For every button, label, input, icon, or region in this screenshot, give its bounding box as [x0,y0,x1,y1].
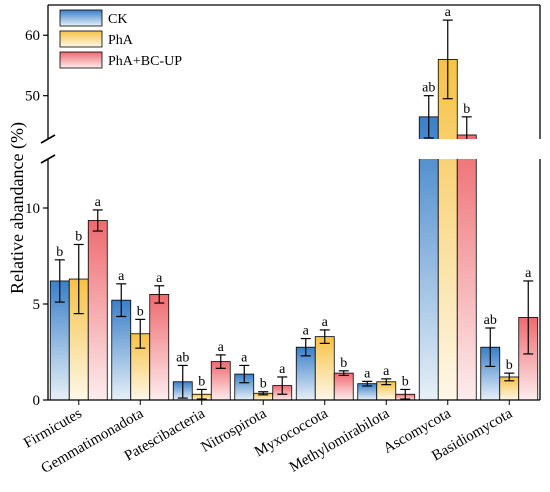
significance-letter: a [95,195,102,210]
y-tick-label: 60 [25,28,40,44]
significance-letter: b [75,229,82,244]
y-axis-label: Relative abandance (%) [7,122,28,294]
significance-letter: b [56,245,63,260]
significance-letter: b [340,356,347,371]
significance-letter: a [241,350,248,365]
significance-letter: a [218,340,225,355]
legend-swatch [59,9,103,27]
significance-letter: a [525,266,532,281]
bar [87,220,108,401]
legend-label: PhA [108,33,134,48]
bar [418,116,439,401]
y-tick-label: 0 [33,393,41,409]
significance-letter: b [463,102,470,117]
axis-break-mark [40,154,56,164]
significance-letter: a [156,271,163,286]
significance-letter: a [445,5,452,20]
category-label: Methylomirabilota [287,405,393,475]
legend-label: PhA+BC-UP [108,54,182,69]
y-tick-label: 10 [25,201,40,217]
y-tick-label: 5 [33,297,41,313]
significance-letter: a [279,362,286,377]
significance-letter: b [506,358,513,373]
bar [149,293,170,401]
bar [456,134,477,401]
significance-letter: b [198,374,205,389]
significance-letter: a [303,324,310,339]
significance-letter: a [383,364,390,379]
significance-letter: b [137,304,144,319]
axis-break-gap [49,139,539,159]
legend-swatch [59,51,103,69]
significance-letter: b [260,377,267,392]
plot-area: bbaFirmicutesabaGemmatimonadotaabbaPates… [21,4,541,477]
significance-letter: a [118,269,125,284]
significance-letter: ab [176,350,189,365]
significance-letter: a [364,366,371,381]
axis-break-mark [40,134,56,144]
y-tick-label: 50 [25,89,40,105]
significance-letter: ab [484,313,497,328]
legend-label: CK [108,12,127,27]
bar [333,372,354,401]
significance-letter: b [402,374,409,389]
significance-letter: ab [422,81,435,96]
bar [314,336,335,401]
significance-letter: a [322,315,329,330]
category-label: Gemmatimonadota [39,405,147,477]
bar [437,59,458,401]
legend-swatch [59,30,103,48]
